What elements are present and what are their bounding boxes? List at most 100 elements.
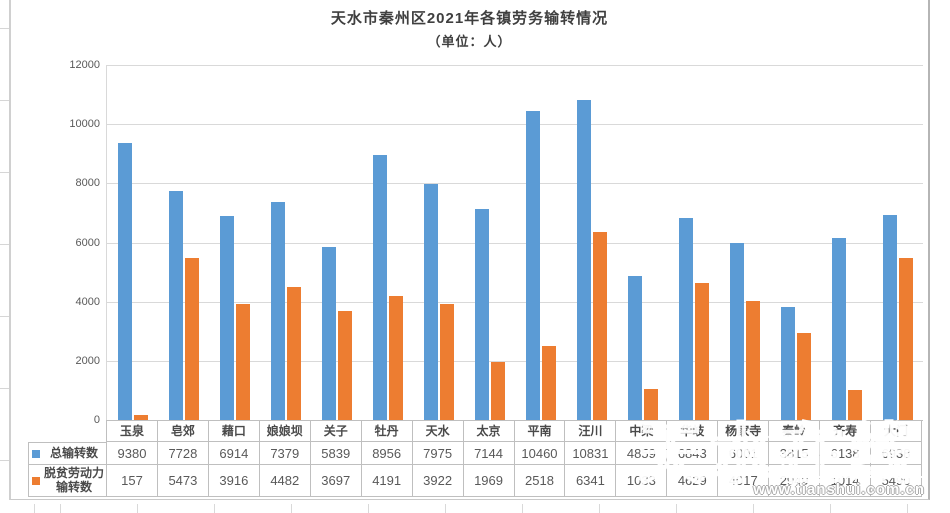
category-cell: 华岐 xyxy=(667,420,719,442)
value-cell: 2518 xyxy=(514,465,566,497)
bar-group xyxy=(515,65,566,420)
value-cell: 3697 xyxy=(310,465,362,497)
gridline xyxy=(107,242,923,244)
chart-area: 天水市秦州区2021年各镇劳务输转情况 （单位：人） 12000 10000 800… xyxy=(10,0,930,500)
category-cell: 关子 xyxy=(310,420,362,442)
bar-series1 xyxy=(525,110,540,420)
category-cell: 玉泉 xyxy=(107,420,158,442)
value-cell: 8956 xyxy=(361,442,413,465)
category-cell: 天水 xyxy=(412,420,464,442)
value-cell: 5839 xyxy=(310,442,362,465)
value-cell: 9380 xyxy=(107,442,158,465)
bar-series2 xyxy=(286,287,301,420)
gridline xyxy=(107,65,923,66)
chart-title: 天水市秦州区2021年各镇劳务输转情况 xyxy=(330,10,609,27)
y-axis-tick-label: 8000 xyxy=(75,177,100,190)
bar-series1 xyxy=(678,217,693,420)
y-axis-tick-label: 2000 xyxy=(75,354,100,367)
bar-series2 xyxy=(796,332,811,420)
bar-series2 xyxy=(184,258,199,420)
plot-area xyxy=(106,65,923,421)
bar-group xyxy=(209,65,260,420)
bar-group xyxy=(617,65,668,420)
value-cell: 6341 xyxy=(565,465,617,497)
value-cell: 6138 xyxy=(820,442,872,465)
value-cell: 4482 xyxy=(259,465,311,497)
value-cell: 5473 xyxy=(157,465,209,497)
bar-series2 xyxy=(592,232,607,420)
bar-series1 xyxy=(780,307,795,420)
legend-label: 脱贫劳动力输转数 xyxy=(43,465,104,494)
sheet-row-gridlines xyxy=(0,0,10,500)
bar-series1 xyxy=(423,184,438,420)
bar-series2 xyxy=(847,390,862,420)
value-cell: 6001 xyxy=(718,442,770,465)
bar-series2 xyxy=(643,389,658,420)
bar-group xyxy=(107,65,158,420)
watermark-url: www.tianshui.com.cn xyxy=(753,481,925,498)
value-cell: 1033 xyxy=(616,465,668,497)
category-cell: 藉口 xyxy=(208,420,260,442)
legend-key-icon xyxy=(32,449,40,458)
category-cell: 平南 xyxy=(514,420,566,442)
category-cell: 杨家寺 xyxy=(718,420,770,442)
category-cell: 齐寿 xyxy=(820,420,872,442)
bar-group xyxy=(566,65,617,420)
value-cell: 10460 xyxy=(514,442,566,465)
value-cell: 7975 xyxy=(412,442,464,465)
bar-group xyxy=(362,65,413,420)
legend: 总输转数脱贫劳动力输转数 xyxy=(28,442,107,497)
category-cell: 娘娘坝 xyxy=(259,420,311,442)
bar-series1 xyxy=(321,247,336,420)
value-cell: 10831 xyxy=(565,442,617,465)
value-cell: 4191 xyxy=(361,465,413,497)
legend-item: 脱贫劳动力输转数 xyxy=(29,465,106,496)
gridline xyxy=(107,360,923,362)
y-axis-tick-label: 0 xyxy=(93,414,100,426)
value-cell: 7144 xyxy=(463,442,515,465)
y-axis-tick-label: 4000 xyxy=(75,295,100,308)
bar-series2 xyxy=(694,283,709,420)
category-cell: 汪川 xyxy=(565,420,617,442)
bar-series2 xyxy=(235,304,250,420)
value-cell: 3815 xyxy=(769,442,821,465)
value-cell: 1969 xyxy=(463,465,515,497)
bar-group xyxy=(311,65,362,420)
legend-label: 总输转数 xyxy=(49,445,98,460)
category-cell: 牡丹 xyxy=(361,420,413,442)
bar-group xyxy=(770,65,821,420)
chart-title-block: 天水市秦州区2021年各镇劳务输转情况 （单位：人） xyxy=(11,7,928,50)
watermark-brand: 天水在线 xyxy=(637,416,918,492)
category-cell: 中梁 xyxy=(616,420,668,442)
legend-item: 总输转数 xyxy=(29,443,106,465)
y-axis-tick-label: 12000 xyxy=(69,59,100,71)
value-cell: 3916 xyxy=(208,465,260,497)
chart-subtitle: （单位：人） xyxy=(427,34,512,49)
gridline xyxy=(107,124,923,126)
value-cell: 6914 xyxy=(208,442,260,465)
bar-series1 xyxy=(117,142,132,420)
value-cell: 157 xyxy=(107,465,158,497)
y-axis: 12000 10000 8000 6000 4000 2000 0 xyxy=(11,59,100,426)
bar-group xyxy=(668,65,719,420)
bar-series1 xyxy=(882,214,897,420)
bar-series1 xyxy=(372,155,387,420)
y-axis-tick-label: 6000 xyxy=(75,236,100,249)
bar-series2 xyxy=(541,345,556,420)
bar-series1 xyxy=(729,242,744,420)
bar-series1 xyxy=(474,208,489,420)
value-cell: 4629 xyxy=(667,465,719,497)
bar-group xyxy=(719,65,770,420)
bar-series2 xyxy=(898,257,913,420)
bar-group xyxy=(413,65,464,420)
sheet-column-gridlines xyxy=(0,504,950,513)
category-cell: 大门 xyxy=(871,420,922,442)
gridline xyxy=(107,183,923,185)
bar-series2 xyxy=(388,296,403,420)
y-axis-tick-label: 10000 xyxy=(69,118,100,131)
bar-group xyxy=(464,65,515,420)
watermark-underline xyxy=(769,476,925,478)
legend-key-icon xyxy=(32,476,40,485)
bar-series2 xyxy=(133,415,148,420)
